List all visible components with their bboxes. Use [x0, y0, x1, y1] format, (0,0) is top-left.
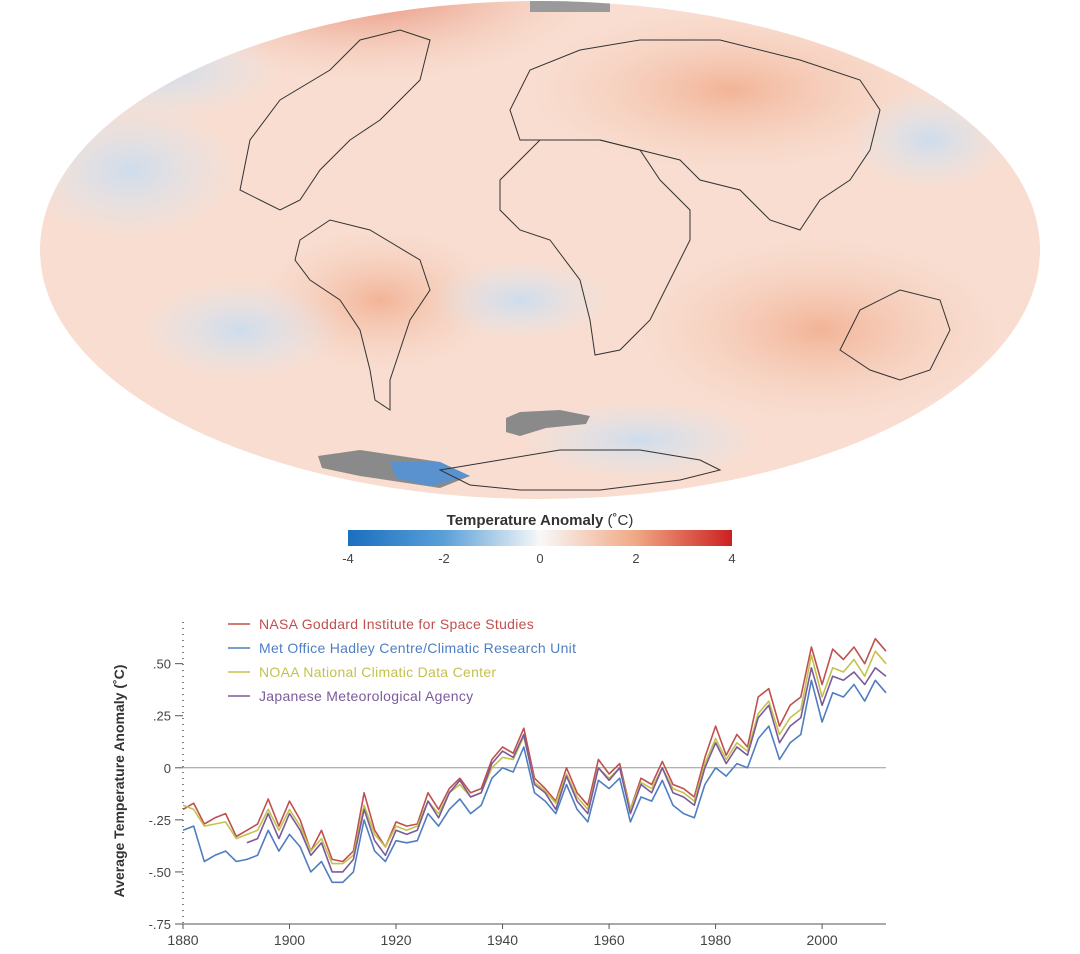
map-surface	[40, 1, 1040, 499]
y-tick-label: 0	[164, 761, 171, 776]
colorbar-title: Temperature Anomaly (˚C)	[0, 512, 1080, 529]
colorbar-tick-label: -4	[342, 551, 354, 566]
x-tick-label: 1940	[487, 932, 518, 948]
y-tick-label: .25	[153, 709, 171, 724]
colorbar: Temperature Anomaly (˚C) -4 -2 0 2 4	[0, 505, 1080, 575]
colorbar-unit: (˚C)	[607, 512, 634, 529]
x-tick-label: 1920	[380, 932, 411, 948]
series-line-1	[182, 679, 887, 884]
x-tick-label: 1900	[274, 932, 305, 948]
colorbar-tick-label: -2	[438, 551, 450, 566]
colorbar-gradient	[348, 530, 732, 546]
temperature-anomaly-chart: .50 .25 0 -.25 -.50 -.75 1880 1900 1920 1940 1960 1…	[0, 600, 1080, 949]
legend-entry: Japanese Meteorological Agency	[259, 688, 473, 704]
series-line-0	[182, 637, 887, 863]
legend-entry: NASA Goddard Institute for Space Studies	[259, 616, 534, 632]
colorbar-tick-label: 4	[728, 551, 736, 566]
y-tick-label: -.50	[149, 865, 171, 880]
x-tick-label: 1980	[700, 932, 731, 948]
map-svg	[40, 1, 1040, 499]
x-tick-label: 1880	[167, 932, 198, 948]
global-temperature-anomaly-map	[40, 1, 1040, 499]
colorbar-tick-label: 2	[632, 551, 640, 566]
series-line-3	[246, 667, 887, 873]
legend-entry: NOAA National Climatic Data Center	[259, 664, 496, 680]
y-tick-label: .50	[153, 657, 171, 672]
x-tick-label: 2000	[807, 932, 838, 948]
y-tick-label: -.75	[149, 917, 171, 932]
x-tick-label: 1960	[593, 932, 624, 948]
y-axis-label: Average Temperature Anomaly (˚C)	[111, 665, 127, 898]
legend-entry: Met Office Hadley Centre/Climatic Resear…	[259, 640, 576, 656]
y-tick-label: -.25	[149, 813, 171, 828]
continent-outlines	[239, 29, 951, 491]
colorbar-title-text: Temperature Anomaly	[446, 512, 604, 529]
colorbar-tick-label: 0	[536, 551, 544, 566]
colorbar-svg	[348, 530, 732, 546]
